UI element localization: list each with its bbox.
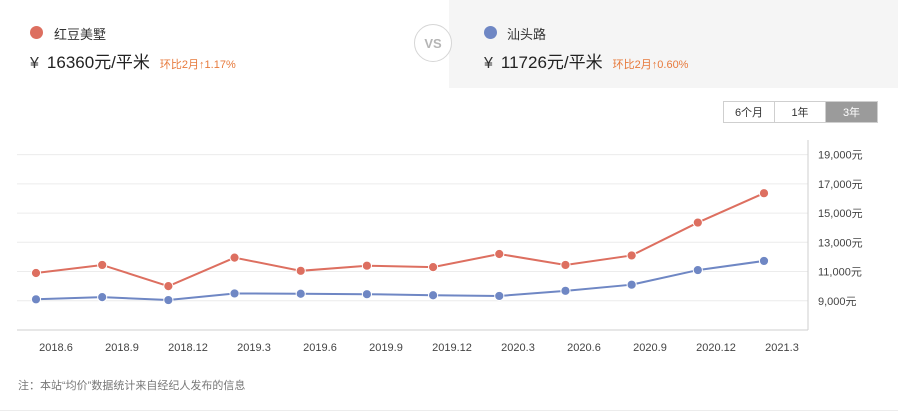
series-marker-icon [30, 26, 43, 39]
price-trend-chart: 9,000元 11,000元 13,000元 15,000元 17,000元 19,000… [17, 140, 863, 354]
data-point [97, 292, 108, 303]
currency-symbol: ¥ [484, 55, 493, 72]
data-point [692, 217, 703, 228]
data-point [427, 262, 439, 273]
data-point [758, 188, 770, 199]
community-name: 红豆美墅 [54, 27, 107, 42]
community-name: 汕头路 [507, 27, 547, 42]
x-tick-label: 2019.12 [432, 342, 472, 354]
x-tick-label: 2020.6 [567, 342, 601, 354]
data-point [692, 264, 703, 276]
y-tick-label: 9,000元 [818, 296, 857, 308]
data-point [626, 279, 637, 290]
data-point [361, 289, 373, 300]
x-tick-label: 2018.9 [105, 342, 139, 354]
data-point [163, 281, 174, 292]
data-source-note: 注：本站“均价”数据统计来自经纪人发布的信息 [18, 380, 246, 392]
time-range-selector: 6个月 1年 3年 [723, 101, 878, 123]
x-tick-label: 2019.3 [237, 342, 271, 354]
price-unit: 元/平米 [94, 53, 150, 72]
data-point [758, 255, 770, 267]
range-6-months-button[interactable]: 6个月 [724, 102, 775, 122]
range-1-year-button[interactable]: 1年 [775, 102, 826, 122]
data-point [295, 265, 306, 276]
compare-header: 红豆美墅 ¥ 16360 元/平米 环比2月↑1.17% 汕头路 ¥ 11726… [0, 0, 898, 88]
x-tick-label: 2018.6 [39, 342, 73, 354]
data-point [494, 248, 505, 260]
average-price: 16360 [46, 53, 95, 72]
data-point [361, 260, 373, 271]
data-point [229, 252, 240, 263]
data-point [626, 250, 637, 261]
data-point [30, 294, 42, 305]
vs-badge: VS [414, 24, 452, 62]
average-price: 11726 [500, 53, 547, 72]
price-row: ¥ 16360 元/平米 环比2月↑1.17% [30, 48, 236, 73]
data-point [229, 288, 240, 299]
x-tick-label: 2019.9 [369, 342, 403, 354]
data-point [494, 290, 505, 302]
x-tick-label: 2019.6 [303, 342, 337, 354]
x-tick-label: 2020.12 [696, 342, 736, 354]
data-point [427, 290, 439, 301]
y-tick-label: 11,000元 [818, 267, 862, 279]
y-tick-label: 17,000元 [818, 179, 863, 191]
data-point [30, 267, 42, 279]
series-line [35, 259, 765, 302]
data-point [560, 285, 571, 296]
compare-panel-left: 红豆美墅 ¥ 16360 元/平米 环比2月↑1.17% [0, 0, 449, 88]
currency-symbol: ¥ [30, 55, 39, 72]
series-line [35, 192, 765, 288]
price-row: ¥ 11726 元/平米 环比2月↑0.60% [484, 48, 688, 73]
y-tick-label: 19,000元 [818, 150, 863, 162]
x-tick-label: 2020.3 [501, 342, 535, 354]
y-tick-label: 15,000元 [818, 208, 863, 220]
compare-panel-right: 汕头路 ¥ 11726 元/平米 环比2月↑0.60% [449, 0, 898, 88]
divider [0, 410, 898, 411]
month-change: 环比2月↑1.17% [159, 59, 236, 71]
series-marker-icon [484, 26, 497, 39]
y-tick-label: 13,000元 [818, 237, 863, 249]
x-tick-label: 2018.12 [168, 342, 208, 354]
range-3-years-button[interactable]: 3年 [826, 102, 877, 122]
x-tick-label: 2020.9 [633, 342, 667, 354]
data-point [295, 288, 306, 299]
x-tick-label: 2021.3 [765, 342, 799, 354]
data-point [560, 259, 571, 271]
month-change: 环比2月↑0.60% [612, 59, 689, 71]
price-unit: 元/平米 [546, 53, 603, 72]
data-point [163, 294, 174, 306]
data-point [97, 259, 108, 271]
